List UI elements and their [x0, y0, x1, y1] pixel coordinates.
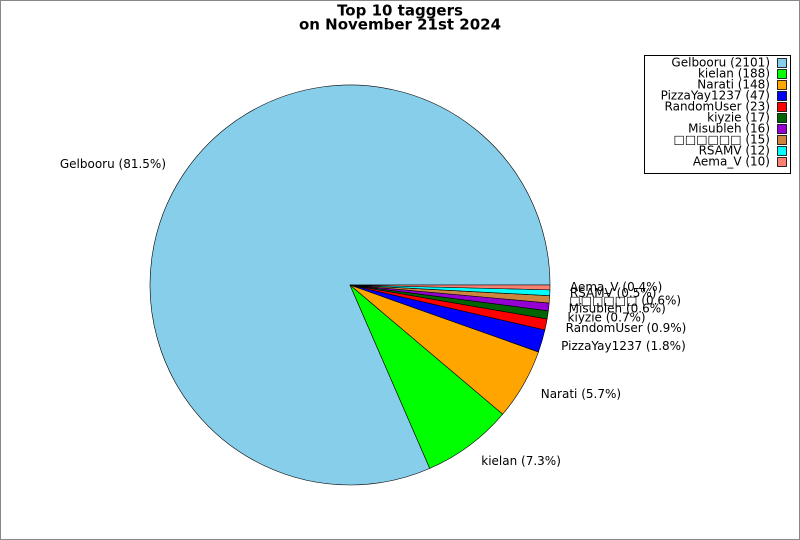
slice-label: kielan (7.3%) — [481, 454, 561, 468]
legend-swatch — [777, 102, 787, 112]
legend-swatch — [777, 91, 787, 101]
slice-label: kiyzie (0.7%) — [568, 310, 646, 324]
slice-label: RandomUser (0.9%) — [566, 321, 687, 335]
legend-swatch — [777, 69, 787, 79]
pie-slice — [149, 84, 551, 486]
legend-label: Narati (148) — [697, 78, 770, 92]
legend-label: □□□□□□ (15) — [674, 133, 770, 147]
slice-label: Narati (5.7%) — [541, 387, 621, 401]
legend-swatch — [777, 157, 787, 167]
slice-label: □□□□□□ (0.6%) — [569, 293, 681, 307]
legend-swatch — [777, 80, 787, 90]
slice-label: Gelbooru (81.5%) — [60, 157, 166, 171]
legend-swatch — [777, 58, 787, 68]
slice-label: PizzaYay1237 (1.8%) — [561, 339, 686, 353]
legend-label: PizzaYay1237 (47) — [661, 89, 770, 103]
slice-label: Aema_V (0.4%) — [570, 280, 662, 294]
legend-label: RandomUser (23) — [665, 100, 770, 114]
legend-label: kielan (188) — [698, 67, 770, 81]
legend-label: Misubleh (16) — [688, 122, 770, 136]
legend-label: Gelbooru (2101) — [671, 56, 770, 70]
slice-label: Misubleh (0.6%) — [569, 302, 666, 316]
legend-label: Aema_V (10) — [693, 155, 770, 169]
legend-swatch — [777, 113, 787, 123]
legend-label: kiyzie (17) — [707, 111, 770, 125]
chart-title: Top 10 taggers — [337, 2, 463, 20]
pie-slice — [349, 284, 551, 291]
slice-label: RSAMV (0.5%) — [570, 286, 657, 300]
chart-subtitle: on November 21st 2024 — [299, 16, 501, 34]
legend-swatch — [777, 135, 787, 145]
legend-swatch — [777, 124, 787, 134]
legend-box — [644, 55, 791, 174]
legend-swatch — [777, 146, 787, 156]
legend-label: RSAMV (12) — [699, 144, 770, 158]
